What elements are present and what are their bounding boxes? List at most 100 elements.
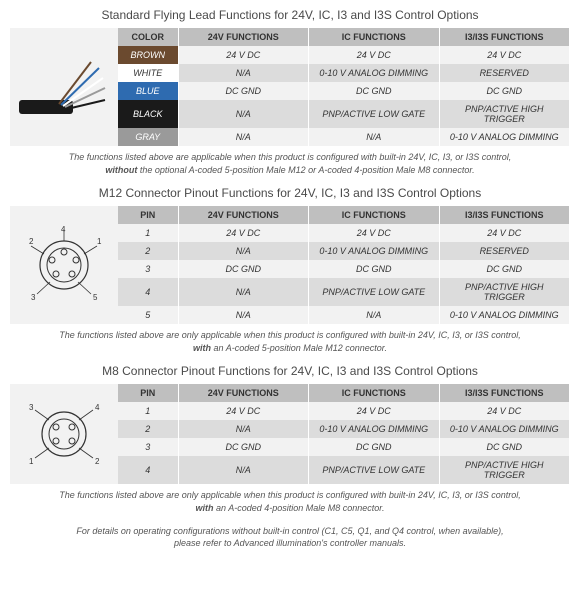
pin-cell: 4 — [118, 456, 178, 484]
func-cell: 24 V DC — [439, 402, 570, 420]
table-row: 5N/AN/A0-10 V ANALOG DIMMING — [118, 306, 570, 324]
func-cell: 24 V DC — [309, 402, 440, 420]
table-row: BROWN24 V DC24 V DC24 V DC — [118, 46, 570, 64]
func-cell: 24 V DC — [439, 46, 570, 64]
svg-text:4: 4 — [95, 403, 100, 412]
svg-text:1: 1 — [97, 237, 102, 246]
func-cell: 24 V DC — [178, 46, 309, 64]
func-cell: 0-10 V ANALOG DIMMING — [439, 128, 570, 146]
note-line1: The functions listed above are only appl… — [59, 330, 521, 340]
func-cell: 24 V DC — [309, 46, 440, 64]
func-cell: 0-10 V ANALOG DIMMING — [309, 242, 440, 260]
svg-text:5: 5 — [93, 293, 98, 302]
col-i3: I3/I3S FUNCTIONS — [439, 206, 570, 224]
func-cell: 0-10 V ANALOG DIMMING — [439, 420, 570, 438]
cable-icon — [19, 52, 109, 122]
table-row: 3DC GNDDC GNDDC GND — [118, 260, 570, 278]
color-cell: BROWN — [118, 46, 178, 64]
table-wrap: COLOR 24V FUNCTIONS IC FUNCTIONS I3/I3S … — [118, 28, 570, 146]
func-cell: DC GND — [309, 438, 440, 456]
color-cell: BLUE — [118, 82, 178, 100]
footer-note: For details on operating configurations … — [10, 525, 570, 550]
func-cell: 24 V DC — [178, 402, 309, 420]
func-cell: 24 V DC — [439, 224, 570, 242]
col-i3: I3/I3S FUNCTIONS — [439, 384, 570, 402]
svg-text:2: 2 — [29, 237, 34, 246]
table-row: 3DC GNDDC GNDDC GND — [118, 438, 570, 456]
section-row: COLOR 24V FUNCTIONS IC FUNCTIONS I3/I3S … — [10, 28, 570, 146]
table-wrap: PIN 24V FUNCTIONS IC FUNCTIONS I3/I3S FU… — [118, 206, 570, 324]
col-i3: I3/I3S FUNCTIONS — [439, 28, 570, 46]
func-cell: PNP/ACTIVE LOW GATE — [309, 456, 440, 484]
m8-table: PIN 24V FUNCTIONS IC FUNCTIONS I3/I3S FU… — [118, 384, 570, 484]
col-24v: 24V FUNCTIONS — [178, 28, 309, 46]
func-cell: N/A — [309, 306, 440, 324]
func-cell: DC GND — [439, 260, 570, 278]
table-row: BLACKN/APNP/ACTIVE LOW GATEPNP/ACTIVE HI… — [118, 100, 570, 128]
func-cell: 0-10 V ANALOG DIMMING — [309, 64, 440, 82]
func-cell: DC GND — [309, 82, 440, 100]
col-ic: IC FUNCTIONS — [309, 384, 440, 402]
section-title: M8 Connector Pinout Functions for 24V, I… — [10, 364, 570, 378]
func-cell: N/A — [309, 128, 440, 146]
svg-text:4: 4 — [61, 225, 66, 234]
func-cell: PNP/ACTIVE LOW GATE — [309, 100, 440, 128]
func-cell: N/A — [178, 306, 309, 324]
section-title: M12 Connector Pinout Functions for 24V, … — [10, 186, 570, 200]
table-row: 2N/A0-10 V ANALOG DIMMING0-10 V ANALOG D… — [118, 420, 570, 438]
func-cell: DC GND — [439, 438, 570, 456]
table-row: 4N/APNP/ACTIVE LOW GATEPNP/ACTIVE HIGH T… — [118, 278, 570, 306]
func-cell: 24 V DC — [309, 224, 440, 242]
section-m12: M12 Connector Pinout Functions for 24V, … — [10, 186, 570, 354]
note-emph: with — [196, 503, 214, 513]
func-cell: PNP/ACTIVE HIGH TRIGGER — [439, 456, 570, 484]
func-cell: N/A — [178, 128, 309, 146]
note-emph: without — [105, 165, 137, 175]
m12-illustration: 2 1 5 3 4 — [10, 206, 118, 324]
note-line2: an A-coded 5-position Male M12 connector… — [211, 343, 387, 353]
table-row: GRAYN/AN/A0-10 V ANALOG DIMMING — [118, 128, 570, 146]
pin-cell: 2 — [118, 242, 178, 260]
col-pin: PIN — [118, 206, 178, 224]
pin-cell: 2 — [118, 420, 178, 438]
func-cell: RESERVED — [439, 242, 570, 260]
note-line2: the optional A-coded 5-position Male M12… — [137, 165, 474, 175]
func-cell: PNP/ACTIVE LOW GATE — [309, 278, 440, 306]
table-row: BLUEDC GNDDC GNDDC GND — [118, 82, 570, 100]
m8-illustration: 3 4 2 1 — [10, 384, 118, 484]
color-cell: BLACK — [118, 100, 178, 128]
section-note: The functions listed above are only appl… — [10, 329, 570, 354]
table-row: 124 V DC24 V DC24 V DC — [118, 224, 570, 242]
func-cell: DC GND — [178, 438, 309, 456]
func-cell: 0-10 V ANALOG DIMMING — [439, 306, 570, 324]
func-cell: RESERVED — [439, 64, 570, 82]
pin-cell: 3 — [118, 438, 178, 456]
pin-cell: 1 — [118, 402, 178, 420]
func-cell: N/A — [178, 242, 309, 260]
table-row: 124 V DC24 V DC24 V DC — [118, 402, 570, 420]
section-title: Standard Flying Lead Functions for 24V, … — [10, 8, 570, 22]
func-cell: PNP/ACTIVE HIGH TRIGGER — [439, 278, 570, 306]
section-row: 3 4 2 1 PIN 24V FUNCTIONS IC FUNCTIONS I… — [10, 384, 570, 484]
footer-line2: please refer to Advanced illumination's … — [174, 538, 406, 548]
func-cell: DC GND — [309, 260, 440, 278]
table-row: WHITEN/A0-10 V ANALOG DIMMINGRESERVED — [118, 64, 570, 82]
pin-cell: 4 — [118, 278, 178, 306]
m12-connector-icon: 2 1 5 3 4 — [19, 224, 109, 306]
table-wrap: PIN 24V FUNCTIONS IC FUNCTIONS I3/I3S FU… — [118, 384, 570, 484]
svg-text:2: 2 — [95, 457, 100, 466]
footer-line1: For details on operating configurations … — [76, 526, 503, 536]
flying-lead-table: COLOR 24V FUNCTIONS IC FUNCTIONS I3/I3S … — [118, 28, 570, 146]
m8-connector-icon: 3 4 2 1 — [19, 398, 109, 470]
note-line1: The functions listed above are only appl… — [59, 490, 521, 500]
col-ic: IC FUNCTIONS — [309, 206, 440, 224]
func-cell: N/A — [178, 456, 309, 484]
pin-cell: 1 — [118, 224, 178, 242]
func-cell: N/A — [178, 100, 309, 128]
func-cell: N/A — [178, 420, 309, 438]
pin-cell: 3 — [118, 260, 178, 278]
col-24v: 24V FUNCTIONS — [178, 206, 309, 224]
svg-text:3: 3 — [29, 403, 34, 412]
func-cell: N/A — [178, 278, 309, 306]
section-flying-lead: Standard Flying Lead Functions for 24V, … — [10, 8, 570, 176]
